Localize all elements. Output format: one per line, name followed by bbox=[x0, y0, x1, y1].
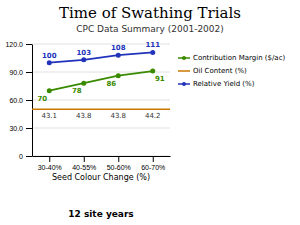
data-label: 108 bbox=[111, 44, 126, 52]
series-point bbox=[81, 81, 86, 86]
legend-label: Contribution Margin ($/ac) bbox=[193, 54, 286, 62]
data-label: 91 bbox=[155, 75, 165, 83]
legend-swatch bbox=[178, 70, 190, 72]
data-label: 43.1 bbox=[41, 112, 57, 120]
y-tick-label: 90.0 bbox=[9, 69, 23, 76]
series-point bbox=[150, 50, 155, 55]
series-point bbox=[47, 88, 52, 93]
x-axis-title: Seed Colour Change (%) bbox=[52, 173, 150, 182]
y-tick-mark bbox=[26, 100, 32, 101]
y-tick: 60.0 bbox=[9, 97, 32, 104]
series-point bbox=[150, 69, 155, 74]
y-tick-label: 30.0 bbox=[9, 125, 23, 132]
series-point bbox=[81, 57, 86, 62]
grid bbox=[32, 44, 170, 156]
grid-line bbox=[32, 156, 170, 157]
series-line bbox=[49, 71, 153, 91]
y-axis-line bbox=[32, 45, 33, 157]
x-axis-line bbox=[33, 156, 171, 157]
x-tick-mark bbox=[153, 156, 154, 162]
plot: 0 30.0 60.0 90.0 120.0 30-40% 40-55% 50-60% 60-7… bbox=[5, 41, 170, 182]
grid-line bbox=[32, 128, 170, 129]
x-axis: 30-40% 40-55% 50-60% 60-70% bbox=[33, 156, 171, 171]
y-tick: 90.0 bbox=[9, 69, 32, 76]
series-point bbox=[116, 73, 121, 78]
y-tick-label: 120.0 bbox=[5, 41, 23, 48]
x-tick: 30-40% bbox=[38, 156, 62, 171]
y-tick-mark bbox=[26, 128, 32, 129]
y-tick: 120.0 bbox=[5, 41, 32, 48]
legend-marker bbox=[182, 82, 186, 86]
x-tick-label: 30-40% bbox=[38, 164, 62, 171]
data-label: 43.8 bbox=[76, 112, 92, 120]
x-tick-label: 60-70% bbox=[141, 164, 165, 171]
series-point bbox=[116, 53, 121, 58]
legend-label: Relative Yield (%) bbox=[193, 80, 255, 88]
x-tick: 50-60% bbox=[107, 156, 131, 171]
marks bbox=[32, 50, 170, 109]
x-tick-mark bbox=[84, 156, 85, 162]
legend-item: Contribution Margin ($/ac) bbox=[178, 54, 286, 62]
data-label: 44.2 bbox=[145, 112, 161, 120]
x-tick-mark bbox=[118, 156, 119, 162]
legend: Contribution Margin ($/ac) Oil Content (%… bbox=[178, 54, 286, 88]
y-tick: 0 bbox=[19, 153, 32, 160]
y-tick-label: 60.0 bbox=[9, 97, 23, 104]
data-label: 100 bbox=[42, 52, 57, 60]
x-tick-mark bbox=[49, 156, 50, 162]
y-tick-mark bbox=[26, 44, 32, 45]
y-tick: 30.0 bbox=[9, 125, 32, 132]
reference-line bbox=[32, 109, 170, 111]
x-tick-label: 50-60% bbox=[107, 164, 131, 171]
title: Time of Swathing Trials bbox=[59, 4, 241, 22]
y-tick-mark bbox=[26, 72, 32, 73]
data-label: 86 bbox=[106, 80, 116, 88]
data-label: 70 bbox=[37, 95, 47, 103]
subtitle: CPC Data Summary (2001-2002) bbox=[76, 24, 224, 34]
legend-label: Oil Content (%) bbox=[193, 67, 247, 75]
x-tick-label: 40-55% bbox=[72, 164, 96, 171]
data-label: 43.8 bbox=[110, 112, 126, 120]
x-tick: 40-55% bbox=[72, 156, 96, 171]
data-labels: 70 78 86 91 43.1 43.8 43.8 44.2 100 103 108 111 bbox=[37, 41, 164, 120]
grid-line bbox=[32, 100, 170, 101]
legend-marker bbox=[182, 56, 186, 60]
y-axis: 0 30.0 60.0 90.0 120.0 bbox=[5, 41, 32, 160]
x-tick: 60-70% bbox=[141, 156, 165, 171]
series-point bbox=[47, 60, 52, 65]
chart: Time of Swathing Trials CPC Data Summary … bbox=[0, 0, 300, 225]
legend-item: Oil Content (%) bbox=[178, 67, 247, 75]
annotation: 12 site years bbox=[68, 209, 133, 219]
legend-item: Relative Yield (%) bbox=[178, 80, 255, 88]
data-label: 78 bbox=[72, 87, 82, 95]
data-label: 103 bbox=[76, 49, 91, 57]
y-tick-label: 0 bbox=[19, 153, 23, 160]
data-label: 111 bbox=[145, 41, 160, 49]
y-tick-mark bbox=[26, 156, 32, 157]
series-line bbox=[49, 52, 153, 62]
